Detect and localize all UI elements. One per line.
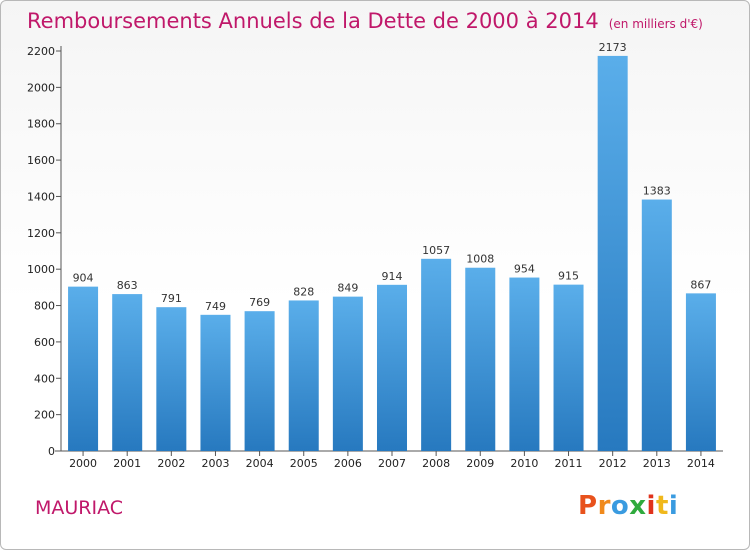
chart-title-text: Remboursements Annuels de la Dette de 20… — [27, 9, 599, 33]
data-label: 791 — [161, 292, 182, 305]
data-label: 954 — [514, 263, 535, 276]
bar — [641, 199, 672, 451]
bar — [597, 55, 628, 452]
y-tick-label: 1400 — [27, 190, 55, 203]
logo-letter: o — [610, 491, 630, 521]
y-tick: 1000 — [27, 263, 61, 276]
bar — [288, 300, 319, 451]
y-tick-label: 2000 — [27, 81, 55, 94]
logo-letter: r — [597, 491, 611, 521]
y-tick: 0 — [48, 445, 61, 458]
commune-name: MAURIAC — [35, 497, 124, 519]
y-tick: 1800 — [27, 118, 61, 131]
y-tick-label: 1200 — [27, 227, 55, 240]
y-tick-label: 400 — [34, 372, 55, 385]
y-tick: 400 — [34, 372, 61, 385]
y-tick-label: 200 — [34, 409, 55, 422]
data-label: 1008 — [466, 253, 494, 266]
bar — [465, 267, 496, 451]
bar — [685, 293, 716, 451]
x-tick-label: 2013 — [643, 457, 671, 470]
y-tick-label: 600 — [34, 336, 55, 349]
x-tick-label: 2010 — [510, 457, 538, 470]
bar — [509, 277, 540, 451]
y-tick: 800 — [34, 300, 61, 313]
x-tick-label: 2014 — [687, 457, 715, 470]
x-tick-label: 2001 — [113, 457, 141, 470]
y-tick: 1400 — [27, 190, 61, 203]
y-tick: 600 — [34, 336, 61, 349]
y-tick: 2000 — [27, 81, 61, 94]
logo-letter: i — [668, 491, 679, 521]
bar — [244, 311, 275, 451]
x-tick-label: 2000 — [69, 457, 97, 470]
bar — [200, 314, 231, 451]
x-tick-label: 2002 — [157, 457, 185, 470]
chart-bars — [68, 55, 716, 452]
data-label: 769 — [249, 296, 270, 309]
data-label: 2173 — [599, 41, 627, 54]
y-tick-label: 0 — [48, 445, 55, 458]
data-label: 1383 — [643, 185, 671, 198]
bar — [553, 284, 584, 451]
y-tick-label: 1000 — [27, 263, 55, 276]
data-label: 914 — [382, 270, 403, 283]
data-label: 1057 — [422, 244, 450, 257]
bar — [376, 284, 408, 451]
y-tick-label: 800 — [34, 300, 55, 313]
bar — [112, 294, 143, 451]
x-tick-label: 2006 — [334, 457, 362, 470]
logo-letter: i — [646, 491, 656, 521]
data-label: 915 — [558, 270, 579, 283]
bar — [68, 286, 99, 451]
y-tick: 1600 — [27, 154, 61, 167]
x-tick-label: 2005 — [290, 457, 318, 470]
logo-letter: x — [629, 491, 647, 521]
x-tick-label: 2012 — [599, 457, 627, 470]
x-tick-label: 2011 — [555, 457, 583, 470]
x-tick-label: 2007 — [378, 457, 406, 470]
x-tick-label: 2003 — [201, 457, 229, 470]
bar — [156, 307, 187, 451]
x-tick-label: 2004 — [246, 457, 274, 470]
x-tick-label: 2008 — [422, 457, 450, 470]
chart-unit-label: (en milliers d'€) — [608, 17, 703, 31]
data-label: 849 — [337, 282, 358, 295]
logo-letter: P — [578, 491, 598, 521]
y-tick-label: 1600 — [27, 154, 55, 167]
chart-axes: 0 200 400 600 800 1000 1200 1400 1600 1800 2000 220… — [27, 45, 723, 458]
y-tick: 200 — [34, 409, 61, 422]
data-label: 863 — [117, 279, 138, 292]
y-tick: 2200 — [27, 45, 61, 58]
y-tick-label: 1800 — [27, 118, 55, 131]
y-tick: 1200 — [27, 227, 61, 240]
bar — [332, 296, 363, 451]
chart-labels: 2000 904 2001 863 2002 791 2003 749 2004 769 2005 8… — [69, 41, 715, 470]
data-label: 904 — [73, 272, 94, 285]
data-label: 749 — [205, 300, 226, 313]
y-tick-label: 2200 — [27, 45, 55, 58]
x-tick-label: 2009 — [466, 457, 494, 470]
proxiti-logo: Proxiti — [578, 491, 678, 521]
logo-letter: t — [655, 491, 669, 521]
bar — [421, 258, 452, 451]
data-label: 828 — [293, 285, 314, 298]
data-label: 867 — [690, 278, 711, 291]
chart-title: Remboursements Annuels de la Dette de 20… — [27, 9, 703, 33]
